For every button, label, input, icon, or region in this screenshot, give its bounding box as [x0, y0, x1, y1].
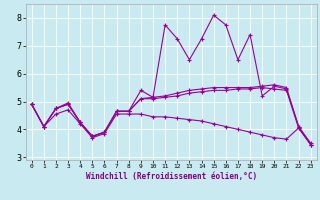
X-axis label: Windchill (Refroidissement éolien,°C): Windchill (Refroidissement éolien,°C) — [86, 172, 257, 181]
